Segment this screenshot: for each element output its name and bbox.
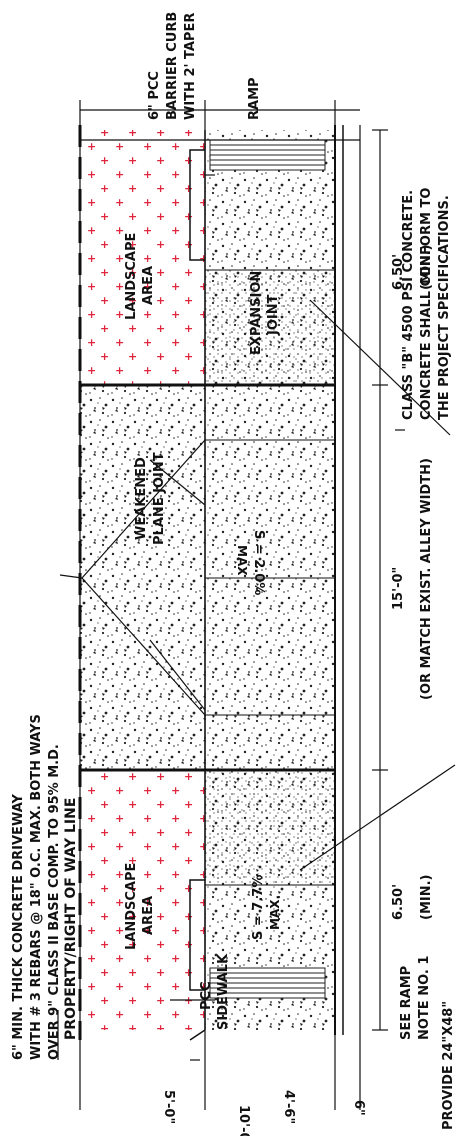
slope-driveway-label: S = 2.0% MAX	[235, 530, 266, 595]
svg-text:PCC: PCC	[199, 981, 214, 1010]
top-note: 6" MIN. THICK CONCRETE DRIVEWAY	[11, 793, 26, 1060]
svg-text:SEE RAMP: SEE RAMP	[399, 966, 414, 1040]
ramp-fine-bottom	[205, 270, 335, 385]
property-line-label: PROPERTY/RIGHT OF WAY LINE	[63, 798, 79, 1040]
svg-text:S = 7.7%: S = 7.7%	[251, 875, 266, 940]
top-note-2: WITH # 3 REBARS @ 18" O.C. MAX. BOTH WAY…	[29, 714, 44, 1060]
pcc-sidewalk-label: PCC SIDEWALK	[199, 953, 231, 1030]
landscape-area-bottom-fill	[80, 130, 205, 385]
barrier-curb-label: 6" PCC BARRIER CURB WITH 2' TAPER	[147, 12, 198, 120]
svg-text:PLANE JOINT: PLANE JOINT	[152, 452, 167, 545]
expansion-joint-label: EXPANSION JOINT	[249, 271, 281, 355]
svg-text:CLASS "B" 4500 PSI CONCRETE.: CLASS "B" 4500 PSI CONCRETE.	[401, 190, 416, 420]
svg-text:LANDSCAPE: LANDSCAPE	[124, 863, 139, 950]
svg-text:S = 2.0%: S = 2.0%	[251, 530, 266, 595]
svg-text:BARRIER CURB: BARRIER CURB	[165, 12, 180, 120]
svg-text:AREA: AREA	[141, 896, 156, 935]
svg-text:LANDSCAPE: LANDSCAPE	[124, 233, 139, 320]
dim-10-label: 10'-0"	[236, 1105, 251, 1136]
dim-min-top-label: (MIN.)	[419, 245, 434, 290]
svg-text:THE PROJECT SPECIFICATIONS.: THE PROJECT SPECIFICATIONS.	[437, 195, 452, 420]
leader-lines	[57, 174, 456, 1061]
ramp-grooves-bottom	[209, 139, 326, 171]
dim-650-bottom-label: 6.50'	[391, 884, 406, 920]
dim-650-top-label: 6.50'	[391, 254, 406, 290]
dim-46-label: 4'-6"	[281, 1090, 296, 1124]
svg-text:MAX.: MAX.	[268, 895, 282, 930]
svg-text:CONCRETE SHALL CONFORM TO: CONCRETE SHALL CONFORM TO	[419, 188, 434, 420]
top-note-3: OVER 9" CLASS II BASE COMP. TO 95% M.D.	[47, 744, 62, 1060]
landscape-area-top-label: LANDSCAPE AREA	[124, 233, 156, 320]
class-b-concrete-note: CLASS "B" 4500 PSI CONCRETE. CONCRETE SH…	[401, 188, 452, 420]
dim-6-label: 6"	[351, 1100, 366, 1116]
svg-text:SIDEWALK: SIDEWALK	[216, 953, 231, 1030]
dim-match-label: (OR MATCH EXIST. ALLEY WIDTH)	[419, 458, 434, 700]
svg-text:6" PCC: 6" PCC	[147, 71, 162, 120]
dim-min-bottom-label: (MIN.)	[419, 875, 434, 920]
ramp-fine-top	[205, 770, 335, 885]
dim-15-label: 15'-0"	[391, 567, 406, 610]
svg-text:WITH # 3 REBARS @ 18" O.C. MAX: WITH # 3 REBARS @ 18" O.C. MAX. BOTH WAY…	[29, 714, 44, 1060]
svg-text:NOTE NO. 1: NOTE NO. 1	[417, 956, 432, 1040]
dim-5-label: 5'-0"	[161, 1090, 176, 1124]
provide-label: PROVIDE 24"X48"	[441, 1001, 456, 1130]
svg-text:JOINT: JOINT	[266, 294, 281, 336]
see-ramp-note-label: SEE RAMP NOTE NO. 1	[399, 956, 432, 1040]
svg-text:6" MIN. THICK CONCRETE DRIVEWA: 6" MIN. THICK CONCRETE DRIVEWAY	[11, 793, 26, 1060]
landscape-area-bottom-label: LANDSCAPE AREA	[124, 863, 156, 950]
svg-text:WEAKENED: WEAKENED	[134, 457, 149, 540]
svg-text:OVER 9" CLASS II BASE COMP. TO: OVER 9" CLASS II BASE COMP. TO 95% M.D.	[47, 744, 62, 1060]
ramp-grooves-top	[209, 967, 326, 999]
svg-text:AREA: AREA	[141, 266, 156, 305]
dimension-lines	[79, 100, 388, 1110]
ramp-top-label: RAMP	[247, 77, 262, 120]
svg-text:WITH 2' TAPER: WITH 2' TAPER	[183, 13, 198, 120]
weakened-plane-label: WEAKENED PLANE JOINT	[134, 452, 167, 545]
svg-text:EXPANSION: EXPANSION	[249, 271, 264, 355]
slope-ramp-label: S = 7.7% MAX.	[251, 875, 282, 940]
landscape-area-top-fill	[80, 770, 205, 1030]
svg-text:MAX: MAX	[235, 545, 249, 576]
